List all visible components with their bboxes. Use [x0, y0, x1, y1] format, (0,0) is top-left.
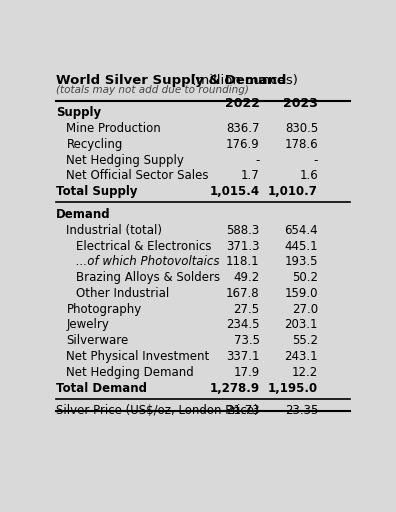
- Text: Industrial (total): Industrial (total): [67, 224, 162, 237]
- Text: Total Supply: Total Supply: [55, 185, 137, 198]
- Text: 23.35: 23.35: [285, 404, 318, 417]
- Text: ...of which Photovoltaics: ...of which Photovoltaics: [76, 255, 219, 268]
- Text: Other Industrial: Other Industrial: [76, 287, 169, 300]
- Text: Net Hedging Demand: Net Hedging Demand: [67, 366, 194, 379]
- Text: 243.1: 243.1: [284, 350, 318, 363]
- Text: Net Official Sector Sales: Net Official Sector Sales: [67, 169, 209, 182]
- Text: Total Demand: Total Demand: [55, 381, 147, 395]
- Text: 159.0: 159.0: [285, 287, 318, 300]
- Text: Recycling: Recycling: [67, 138, 123, 151]
- Text: 49.2: 49.2: [234, 271, 260, 284]
- Text: Demand: Demand: [55, 208, 110, 221]
- Text: (million ounces): (million ounces): [187, 74, 298, 88]
- Text: (totals may not add due to rounding): (totals may not add due to rounding): [55, 85, 249, 95]
- Text: 836.7: 836.7: [226, 122, 260, 135]
- Text: 1.6: 1.6: [299, 169, 318, 182]
- Text: 203.1: 203.1: [285, 318, 318, 331]
- Text: 445.1: 445.1: [284, 240, 318, 252]
- Text: 2023: 2023: [283, 97, 318, 110]
- Text: Mine Production: Mine Production: [67, 122, 161, 135]
- Text: 1,195.0: 1,195.0: [268, 381, 318, 395]
- Text: 830.5: 830.5: [285, 122, 318, 135]
- Text: 55.2: 55.2: [292, 334, 318, 347]
- Text: Net Physical Investment: Net Physical Investment: [67, 350, 209, 363]
- Text: 1.7: 1.7: [241, 169, 260, 182]
- Text: 654.4: 654.4: [284, 224, 318, 237]
- Text: World Silver Supply & Demand: World Silver Supply & Demand: [55, 74, 286, 88]
- Text: Photography: Photography: [67, 303, 142, 316]
- Text: Net Hedging Supply: Net Hedging Supply: [67, 154, 184, 167]
- Text: 2022: 2022: [225, 97, 260, 110]
- Text: 234.5: 234.5: [226, 318, 260, 331]
- Text: 1,010.7: 1,010.7: [268, 185, 318, 198]
- Text: -: -: [314, 154, 318, 167]
- Text: 588.3: 588.3: [227, 224, 260, 237]
- Text: Jewelry: Jewelry: [67, 318, 109, 331]
- Text: 176.9: 176.9: [226, 138, 260, 151]
- Text: 17.9: 17.9: [234, 366, 260, 379]
- Text: 27.5: 27.5: [234, 303, 260, 316]
- Text: Silverware: Silverware: [67, 334, 129, 347]
- Text: 12.2: 12.2: [292, 366, 318, 379]
- Text: 337.1: 337.1: [226, 350, 260, 363]
- Text: 27.0: 27.0: [292, 303, 318, 316]
- Text: Supply: Supply: [55, 106, 101, 119]
- Text: 193.5: 193.5: [285, 255, 318, 268]
- Text: 73.5: 73.5: [234, 334, 260, 347]
- Text: 178.6: 178.6: [284, 138, 318, 151]
- Text: 167.8: 167.8: [226, 287, 260, 300]
- Text: Silver Price (US$/oz, London Price): Silver Price (US$/oz, London Price): [55, 404, 258, 417]
- Text: 21.73: 21.73: [226, 404, 260, 417]
- Text: 1,278.9: 1,278.9: [209, 381, 260, 395]
- Text: 50.2: 50.2: [292, 271, 318, 284]
- Text: 1,015.4: 1,015.4: [209, 185, 260, 198]
- Text: Brazing Alloys & Solders: Brazing Alloys & Solders: [76, 271, 220, 284]
- Text: Electrical & Electronics: Electrical & Electronics: [76, 240, 211, 252]
- Text: 371.3: 371.3: [226, 240, 260, 252]
- Text: 118.1: 118.1: [226, 255, 260, 268]
- Text: -: -: [255, 154, 260, 167]
